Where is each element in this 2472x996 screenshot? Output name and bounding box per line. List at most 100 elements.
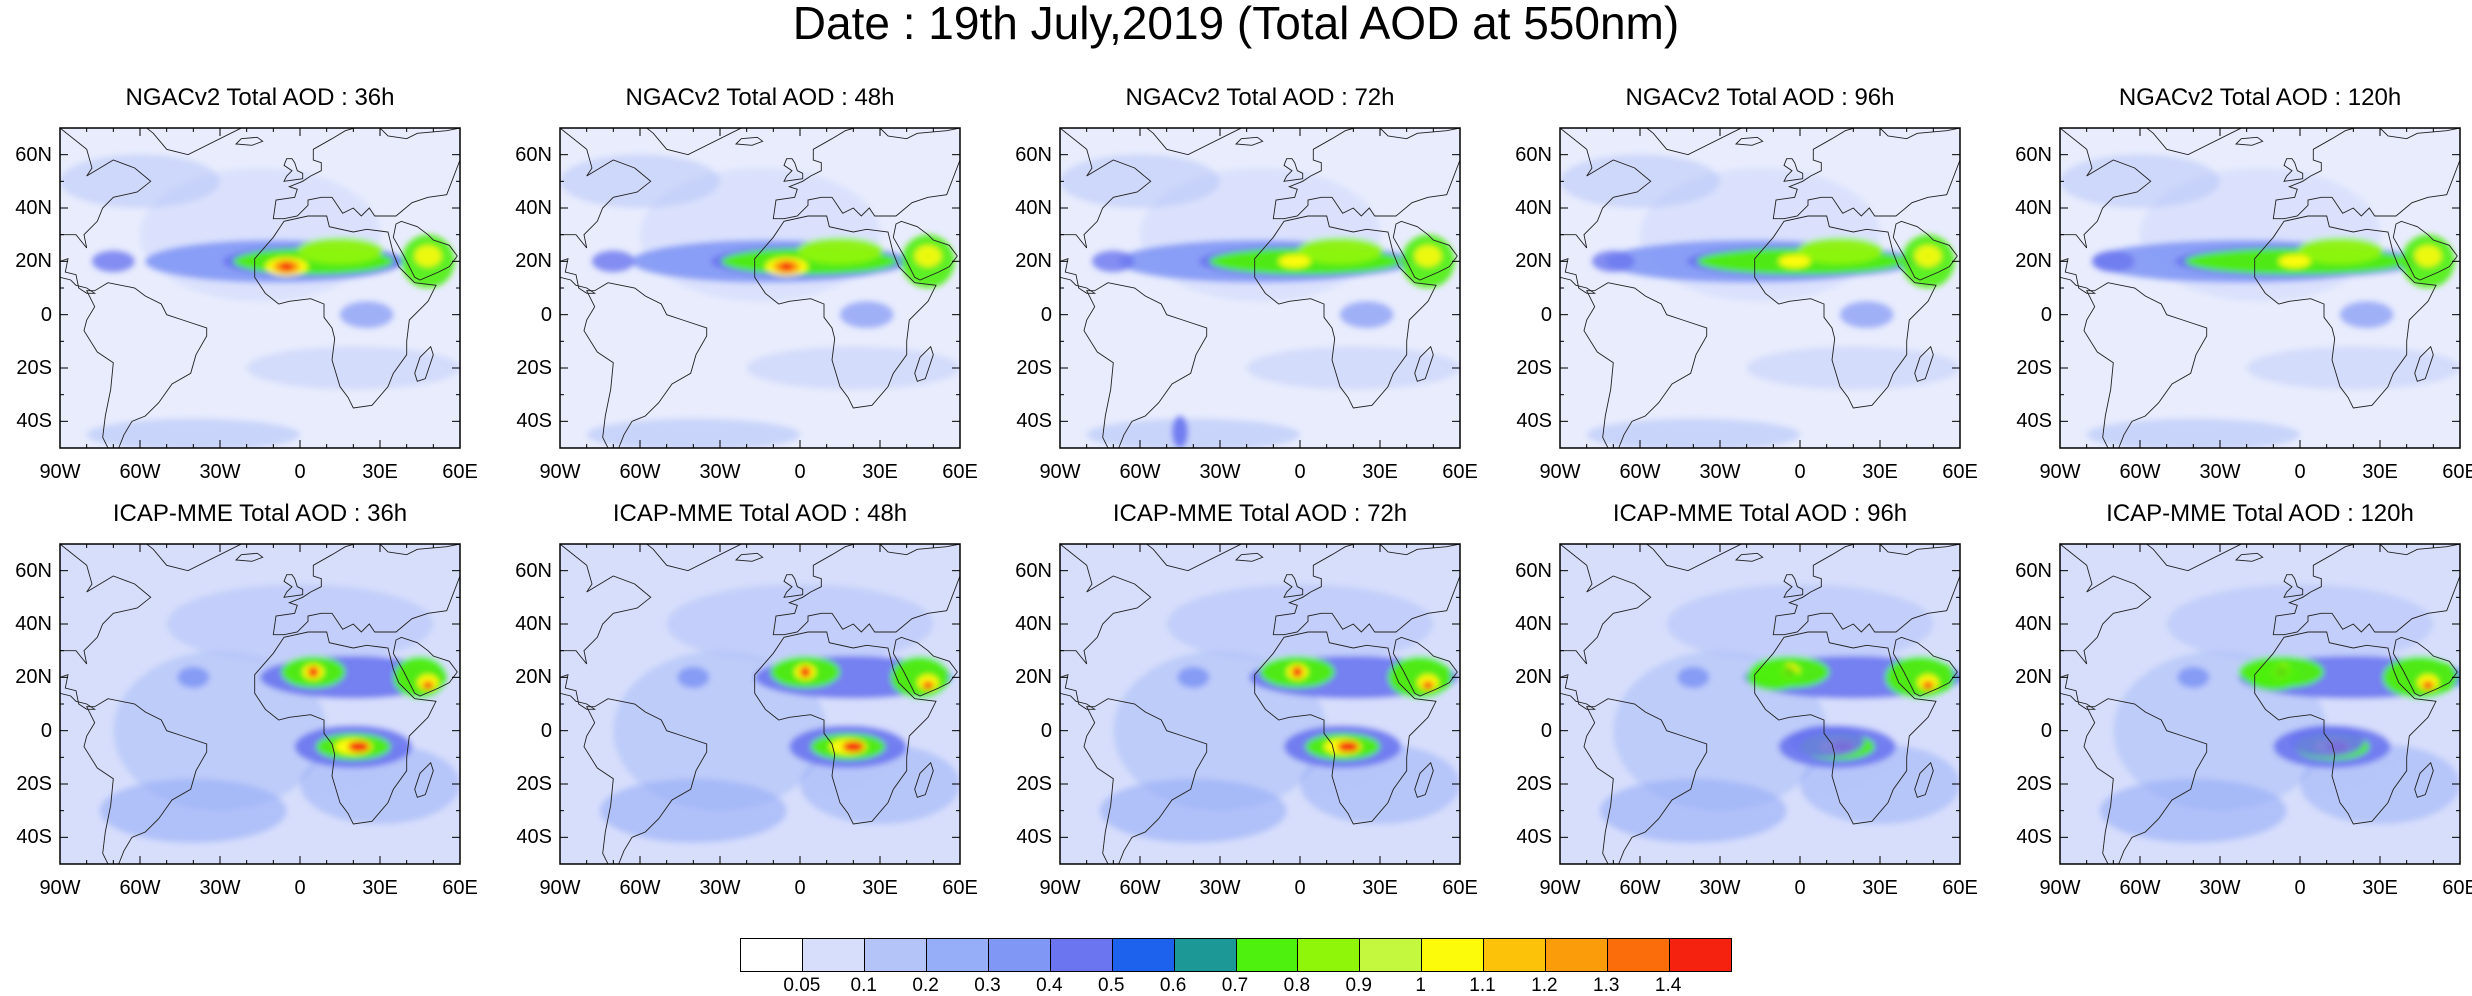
lon-label: 30E xyxy=(1362,877,1398,899)
lon-label: 30E xyxy=(1862,461,1898,483)
coastline xyxy=(560,128,652,249)
figure-title: Date : 19th July,2019 (Total AOD at 550n… xyxy=(792,0,1680,49)
coastline xyxy=(2145,128,2242,156)
lat-label: 0 xyxy=(540,719,552,742)
map-panel: NGACv2 Total AOD : 36h 60N 40N 20N 0 20S 40S 90… xyxy=(15,84,478,482)
aod-field xyxy=(842,741,864,752)
lat-label: 40S xyxy=(2016,410,2052,433)
panel-title: NGACv2 Total AOD : 36h xyxy=(125,84,395,111)
panel-title: ICAP-MME Total AOD : 48h xyxy=(612,500,908,527)
coastline xyxy=(145,544,242,572)
panel-title: NGACv2 Total AOD : 72h xyxy=(1125,84,1395,111)
aod-field xyxy=(2100,778,2287,843)
colorbar-label: 0.05 xyxy=(783,975,821,996)
coastline xyxy=(2060,128,2152,249)
aod-field xyxy=(613,650,827,811)
colorbar-swatch xyxy=(864,939,927,971)
lon-label: 60E xyxy=(2442,461,2472,483)
panel-title: NGACv2 Total AOD : 96h xyxy=(1625,84,1895,111)
lon-label: 0 xyxy=(294,877,306,899)
colorbar-label: 0.6 xyxy=(1159,975,1187,996)
lat-label: 60N xyxy=(1015,559,1052,582)
aod-field xyxy=(1789,725,1864,758)
lat-label: 40N xyxy=(1515,197,1552,219)
lon-label: 60W xyxy=(1119,877,1161,899)
lon-label: 30W xyxy=(2199,877,2241,899)
lon-label: 90W xyxy=(1039,877,1081,899)
aod-field xyxy=(1922,681,1934,690)
lat-label: 60N xyxy=(15,559,52,582)
aod-field xyxy=(1060,154,1220,208)
coastline xyxy=(83,698,208,864)
lon-label: 60W xyxy=(119,877,161,899)
aod-field xyxy=(1414,245,1442,267)
panel-title: ICAP-MME Total AOD : 96h xyxy=(1612,500,1908,527)
coastline xyxy=(914,345,934,382)
lon-label: 30E xyxy=(1862,877,1898,899)
coastline xyxy=(772,544,960,636)
colorbar-swatch xyxy=(1422,939,1485,971)
lat-label: 0 xyxy=(1540,719,1552,742)
coastline xyxy=(2060,258,2097,294)
aod-field xyxy=(1100,778,1287,843)
coastline xyxy=(560,258,597,294)
colorbar-swatch xyxy=(1174,939,1237,971)
lon-label: 90W xyxy=(1039,461,1081,483)
colorbar-swatch xyxy=(1670,939,1731,971)
coastline xyxy=(1060,544,1152,665)
lon-label: 30W xyxy=(199,461,241,483)
aod-field xyxy=(1292,666,1303,678)
aod-field xyxy=(2092,250,2135,272)
aod-field xyxy=(1778,254,1811,268)
colorbar-label: 0.5 xyxy=(1098,975,1125,996)
lat-label: 20S xyxy=(1516,357,1552,379)
lon-label: 30E xyxy=(862,461,898,483)
coastline xyxy=(145,128,242,156)
aod-field xyxy=(1914,245,1942,267)
coastline xyxy=(1414,761,1434,798)
map-panel: NGACv2 Total AOD : 120h 60N 40N 20N 0 20S 40S 9… xyxy=(2015,84,2472,482)
lon-label: 60E xyxy=(942,461,978,483)
lat-label: 20N xyxy=(515,666,552,689)
coastline xyxy=(2254,631,2437,825)
lat-label: 20S xyxy=(516,773,552,795)
lat-label: 20N xyxy=(1515,250,1552,273)
coastline xyxy=(892,220,958,281)
lon-label: 30W xyxy=(699,877,741,899)
aod-field xyxy=(2382,656,2458,699)
lon-label: 0 xyxy=(794,877,806,899)
coastline xyxy=(1414,345,1434,382)
coastline xyxy=(1560,674,1597,710)
coastline xyxy=(783,158,804,182)
aod-field xyxy=(1422,681,1434,690)
lat-label: 20S xyxy=(516,357,552,379)
aod-field xyxy=(922,681,934,690)
aod-map xyxy=(59,543,461,865)
lat-label: 20N xyxy=(15,250,52,273)
coastline xyxy=(1283,574,1304,598)
aod-field xyxy=(1600,778,1787,843)
coastline xyxy=(560,674,597,710)
aod-field xyxy=(166,584,434,664)
lat-label: 40N xyxy=(1015,197,1052,219)
lon-label: 0 xyxy=(794,461,806,483)
lon-label: 90W xyxy=(539,877,581,899)
aod-field xyxy=(60,154,220,208)
lat-label: 0 xyxy=(2040,303,2052,326)
colorbar-label: 0.4 xyxy=(1036,975,1063,996)
coastline xyxy=(2414,345,2434,382)
lat-label: 20N xyxy=(2015,250,2052,273)
aod-field xyxy=(2340,301,2394,328)
lon-label: 30E xyxy=(362,877,398,899)
aod-field xyxy=(99,778,287,843)
colorbar-swatch xyxy=(802,939,865,971)
colorbar-swatch xyxy=(1298,939,1361,971)
coastline xyxy=(234,552,264,562)
lon-label: 30W xyxy=(699,461,741,483)
lat-label: 20N xyxy=(2015,666,2052,689)
aod-field xyxy=(1297,237,1383,264)
map-panel: ICAP-MME Total AOD : 72h 60N 40N 20N 0 20S 40S… xyxy=(1015,500,1478,898)
lon-label: 30W xyxy=(1699,877,1741,899)
lat-label: 60N xyxy=(15,143,52,166)
aod-field xyxy=(280,262,294,271)
